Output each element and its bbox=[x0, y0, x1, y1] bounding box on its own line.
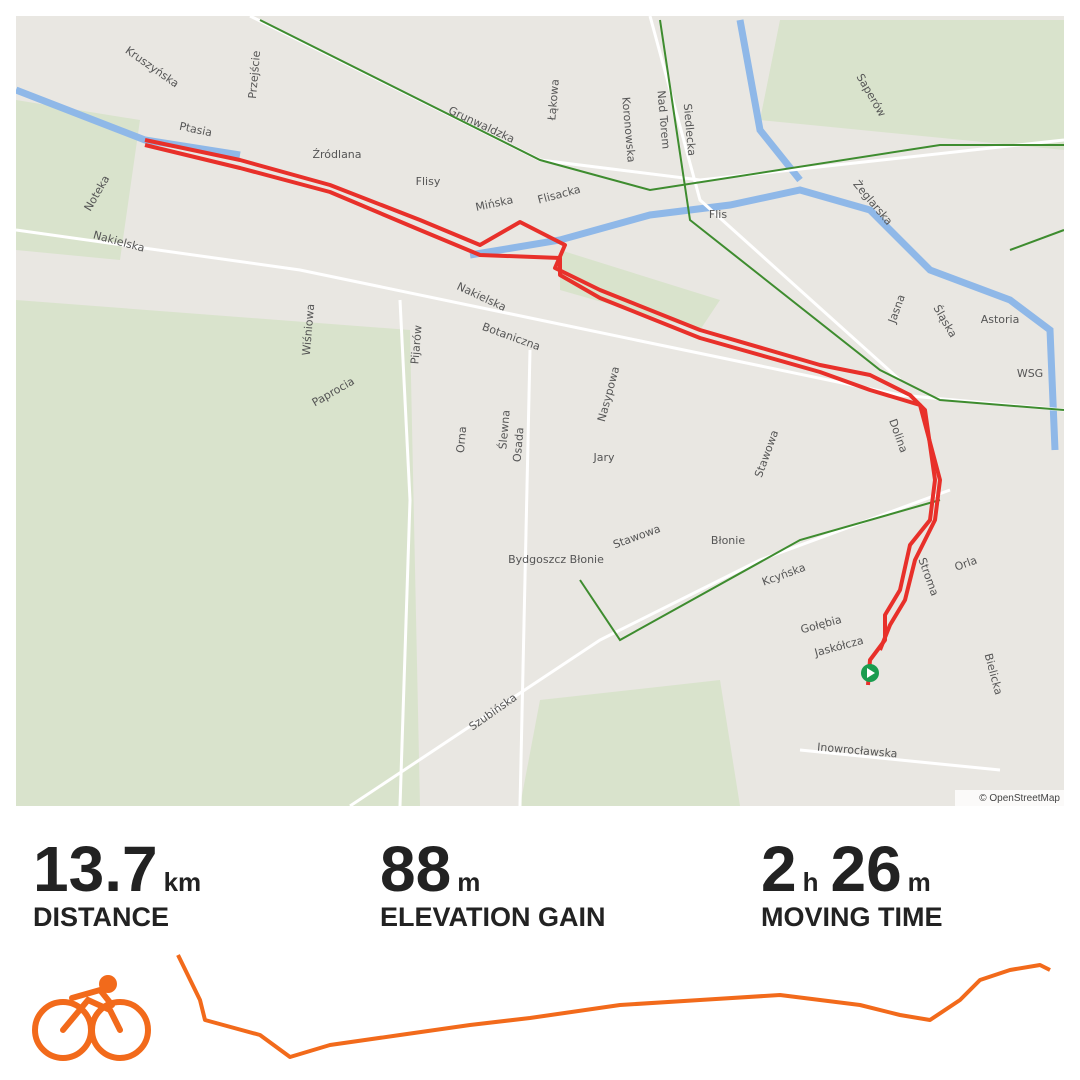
green-areas bbox=[16, 20, 1064, 806]
stat-value: 13.7 bbox=[33, 833, 158, 905]
stat-value: 2 bbox=[761, 833, 797, 905]
stat-label: DISTANCE bbox=[33, 902, 170, 932]
street-label: Pijarów bbox=[408, 325, 424, 365]
route bbox=[144, 138, 942, 686]
attribution-box bbox=[955, 790, 1064, 806]
street-label: Orna bbox=[454, 426, 469, 454]
cycling-icon bbox=[32, 986, 151, 1061]
map: © OpenStreetMap KruszyńskaPtasiaŹródlana… bbox=[16, 16, 1064, 806]
stat-value: 26 bbox=[830, 833, 902, 905]
street-label: Jary bbox=[592, 451, 615, 464]
stat-unit: m bbox=[907, 867, 931, 897]
stat-value: 88 bbox=[380, 833, 452, 905]
start-marker-icon bbox=[867, 668, 875, 678]
street-label: Siedlecka bbox=[681, 103, 699, 157]
street-label: Ślewna bbox=[496, 409, 512, 449]
street-label: Flis bbox=[709, 208, 727, 221]
tram-lines bbox=[259, 19, 1064, 642]
street-label: Błonie bbox=[711, 534, 745, 547]
street-label: Nad Torem bbox=[654, 90, 672, 150]
street-label: Bydgoszcz Błonie bbox=[508, 553, 604, 566]
street-label: WSG bbox=[1017, 367, 1043, 380]
stat-elevation: 88 m ELEVATION GAIN bbox=[380, 832, 606, 933]
street-label: Łąkowa bbox=[545, 79, 562, 122]
street-label: Przejście bbox=[246, 50, 263, 99]
street-label: Wiśniowa bbox=[300, 303, 317, 356]
elevation-profile bbox=[176, 954, 1051, 1059]
stat-moving-time: 2 h 26 m MOVING TIME bbox=[761, 832, 943, 933]
street-label: Astoria bbox=[981, 313, 1020, 326]
stat-label: MOVING TIME bbox=[761, 902, 943, 932]
stat-label: ELEVATION GAIN bbox=[380, 902, 606, 932]
street-label: Flisy bbox=[416, 175, 441, 188]
cycling-icon-head bbox=[99, 975, 117, 993]
stat-distance: 13.7 km DISTANCE bbox=[33, 832, 213, 933]
stat-unit: h bbox=[802, 867, 819, 897]
street-label: Koronowska bbox=[619, 96, 638, 163]
attribution: © OpenStreetMap bbox=[979, 793, 1060, 804]
stat-unit: km bbox=[163, 867, 202, 897]
stat-unit: m bbox=[457, 867, 481, 897]
street-label: Źródlana bbox=[312, 148, 361, 161]
bottom-graphics bbox=[32, 954, 1051, 1061]
street-label: Osada bbox=[511, 427, 527, 463]
